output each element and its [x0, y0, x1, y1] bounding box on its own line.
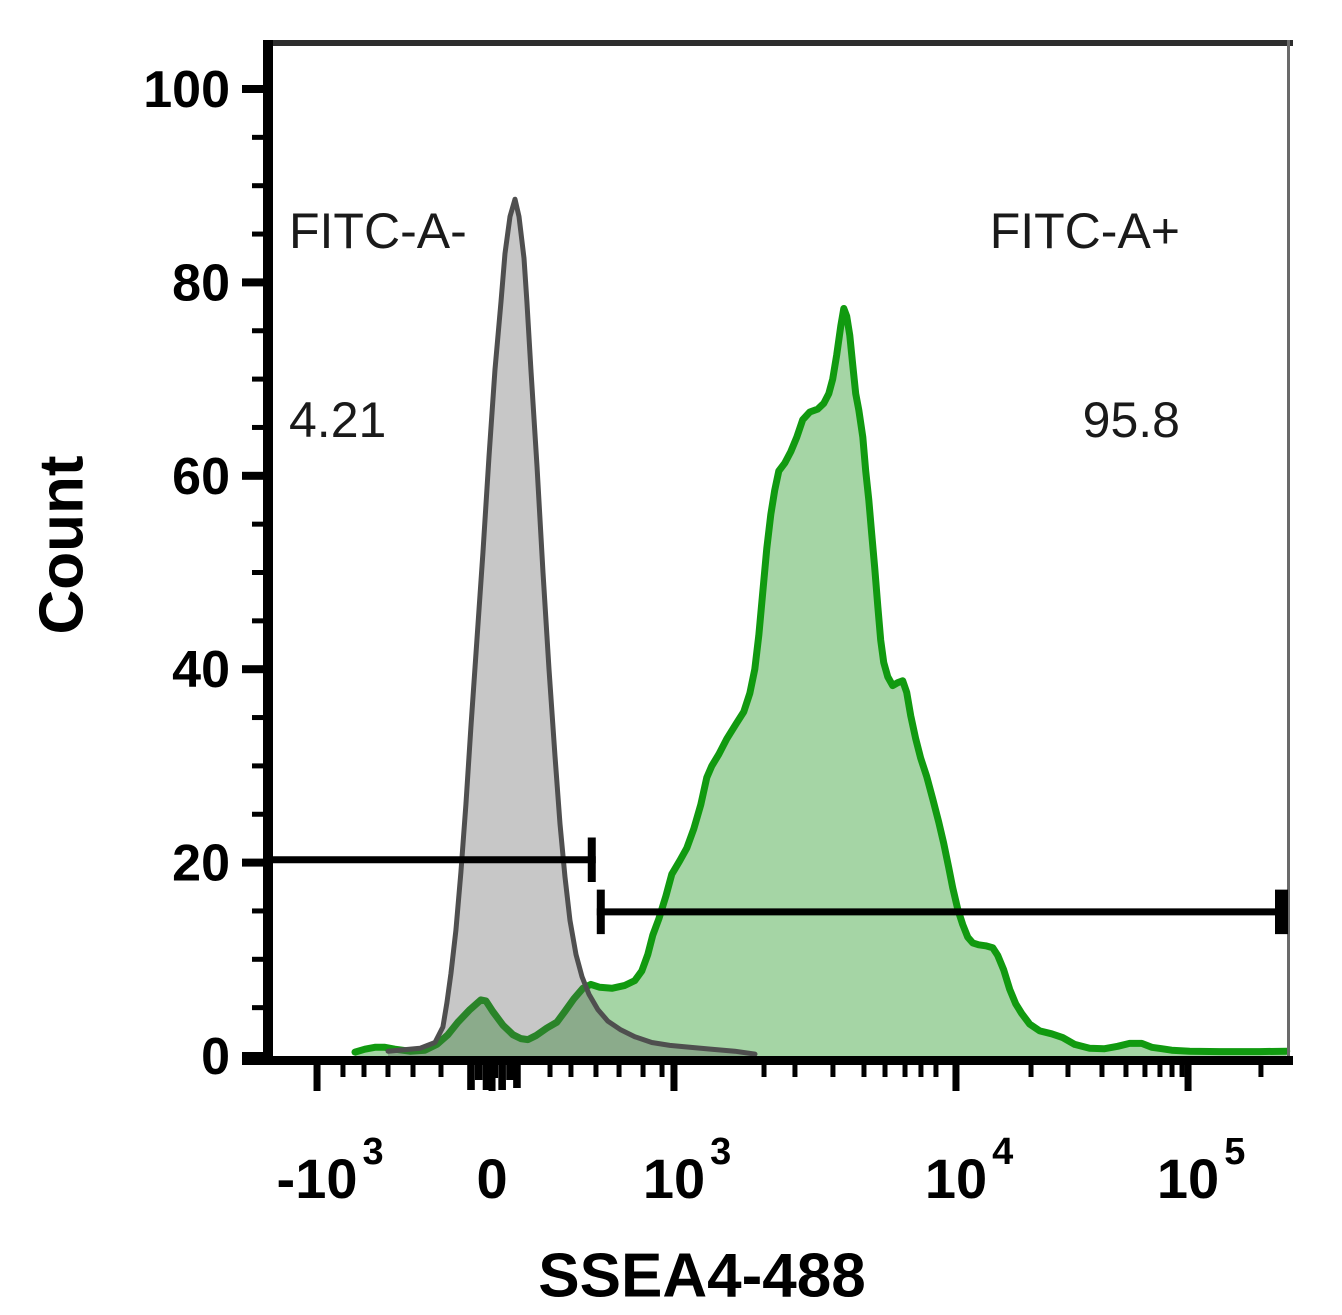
x-minor-tick — [1028, 1064, 1034, 1077]
x-minor-tick — [640, 1064, 646, 1077]
x-minor-tick — [1123, 1064, 1129, 1077]
y-minor-tick — [252, 1005, 263, 1011]
x-minor-tick — [1142, 1064, 1148, 1077]
y-tick-label: 80 — [172, 254, 230, 312]
y-minor-tick — [252, 183, 263, 189]
x-minor-tick — [1179, 1064, 1185, 1077]
y-tick-label: 0 — [201, 1028, 230, 1086]
y-major-tick — [242, 85, 263, 93]
x-axis-ticks: -10 3 0 10 3 10 4 10 5 — [277, 1064, 1264, 1210]
gate-label-negative: FITC-A- — [289, 203, 467, 259]
x-minor-tick — [547, 1064, 553, 1077]
x-minor-tick — [1169, 1064, 1175, 1077]
histogram-outline — [385, 196, 758, 1057]
y-major-tick — [242, 471, 263, 480]
y-tick-label: 40 — [172, 641, 230, 699]
y-minor-tick — [252, 134, 263, 140]
frame-right — [1287, 40, 1290, 1061]
y-minor-tick — [252, 908, 263, 914]
x-minor-tick — [933, 1064, 939, 1077]
y-tick-label: 60 — [172, 448, 230, 506]
y-minor-tick — [252, 956, 263, 962]
x-zero-cluster-tick — [482, 1064, 491, 1090]
x-zero-cluster-tick — [474, 1064, 483, 1080]
y-minor-tick — [252, 570, 263, 575]
x-tick-label: 10 — [643, 1147, 705, 1210]
x-minor-tick — [438, 1064, 444, 1077]
y-minor-tick — [252, 521, 263, 527]
x-major-tick — [952, 1064, 960, 1091]
y-axis-ticks: 0 20 40 60 80 100 — [143, 61, 263, 1086]
gate-label-positive: FITC-A+ — [989, 203, 1180, 259]
x-minor-tick — [385, 1064, 391, 1077]
gate-percent-positive: 95.8 — [1082, 392, 1180, 448]
y-tick-label: 100 — [143, 61, 230, 119]
x-major-tick — [1184, 1064, 1192, 1091]
x-major-tick — [313, 1064, 321, 1091]
histogram-fill — [355, 308, 1287, 1056]
x-tick-exponent: 3 — [362, 1131, 383, 1173]
histogram-fill — [388, 199, 755, 1056]
y-axis-title: Count — [27, 455, 97, 635]
x-minor-tick — [902, 1064, 908, 1077]
frame-top — [263, 40, 1293, 46]
x-zero-cluster-tick — [467, 1064, 475, 1090]
x-tick-label: 0 — [476, 1147, 507, 1210]
x-minor-tick — [882, 1064, 888, 1077]
gate-layer — [267, 837, 1288, 935]
x-axis-spine — [242, 1056, 1293, 1065]
y-minor-tick — [252, 811, 263, 817]
x-minor-tick — [861, 1064, 867, 1077]
histogram-outline — [351, 305, 1291, 1056]
x-minor-tick — [761, 1064, 767, 1077]
x-minor-tick — [792, 1064, 798, 1077]
y-minor-tick — [252, 618, 263, 624]
x-tick-label: 10 — [1157, 1147, 1219, 1210]
x-minor-tick — [616, 1064, 622, 1077]
x-zero-cluster-tick — [513, 1064, 521, 1088]
x-tick-label: -10 — [277, 1147, 358, 1210]
y-tick-label: 20 — [172, 835, 230, 893]
y-minor-tick — [252, 763, 263, 769]
x-minor-tick — [361, 1064, 367, 1077]
y-major-tick — [242, 278, 263, 287]
y-minor-tick — [252, 424, 263, 430]
x-minor-tick — [568, 1064, 574, 1077]
x-minor-tick — [1157, 1064, 1163, 1077]
x-minor-tick — [918, 1064, 924, 1077]
x-minor-tick — [1065, 1064, 1071, 1077]
x-minor-tick — [593, 1064, 599, 1077]
x-minor-tick — [659, 1064, 665, 1077]
y-minor-tick — [252, 231, 263, 237]
x-major-tick — [670, 1064, 678, 1091]
gate-percent-negative: 4.21 — [289, 392, 387, 448]
x-tick-label: 10 — [925, 1147, 987, 1210]
y-minor-tick — [252, 376, 263, 382]
x-major-tick — [488, 1064, 496, 1091]
x-zero-cluster-tick — [506, 1064, 514, 1080]
x-minor-tick — [410, 1064, 416, 1077]
y-major-tick — [242, 665, 263, 674]
y-minor-tick — [252, 715, 263, 721]
x-minor-tick — [830, 1064, 836, 1077]
x-minor-tick — [1258, 1064, 1264, 1077]
series-layer — [351, 196, 1291, 1057]
x-axis-title: SSEA4-488 — [538, 1241, 866, 1311]
y-minor-tick — [252, 328, 263, 334]
x-tick-exponent: 3 — [710, 1131, 731, 1173]
y-axis-spine — [263, 40, 273, 1065]
x-minor-tick — [1099, 1064, 1105, 1077]
y-major-tick — [242, 1052, 263, 1060]
gate-annotation-positive: FITC-A+ 95.8 — [990, 74, 1180, 578]
y-major-tick — [242, 858, 263, 867]
gate-annotation-negative: FITC-A- 4.21 — [289, 74, 467, 578]
x-zero-cluster-tick — [498, 1064, 506, 1090]
x-tick-exponent: 5 — [1224, 1131, 1245, 1173]
x-tick-exponent: 4 — [992, 1131, 1013, 1173]
x-minor-tick — [340, 1064, 346, 1077]
plot-frame — [242, 40, 1293, 1065]
